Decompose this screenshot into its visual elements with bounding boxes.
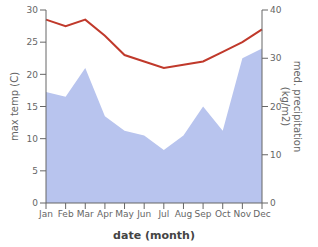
svg-text:25: 25 — [27, 37, 38, 47]
svg-text:Jul: Jul — [157, 209, 169, 219]
svg-text:Aug: Aug — [175, 209, 193, 219]
svg-text:30: 30 — [27, 5, 39, 15]
svg-text:40: 40 — [270, 5, 282, 15]
svg-text:10: 10 — [270, 150, 282, 160]
svg-text:Oct: Oct — [215, 209, 231, 219]
svg-text:5: 5 — [32, 166, 38, 176]
svg-text:Mar: Mar — [77, 209, 94, 219]
svg-text:May: May — [115, 209, 134, 219]
svg-text:date (month): date (month) — [113, 229, 195, 242]
svg-text:Dec: Dec — [253, 209, 270, 219]
svg-text:30: 30 — [270, 53, 282, 63]
svg-text:20: 20 — [270, 102, 282, 112]
svg-text:Nov: Nov — [234, 209, 252, 219]
svg-text:Sep: Sep — [195, 209, 212, 219]
svg-text:20: 20 — [27, 70, 39, 80]
svg-text:15: 15 — [27, 102, 38, 112]
svg-text:Jun: Jun — [136, 209, 151, 219]
svg-text:0: 0 — [32, 198, 38, 208]
svg-text:0: 0 — [270, 198, 276, 208]
svg-text:Jan: Jan — [38, 209, 53, 219]
svg-text:Feb: Feb — [58, 209, 74, 219]
svg-text:med. precipitation(kg/m2): med. precipitation(kg/m2) — [280, 61, 303, 153]
svg-text:max temp (C): max temp (C) — [9, 72, 20, 141]
svg-text:10: 10 — [27, 134, 39, 144]
svg-text:Apr: Apr — [97, 209, 113, 219]
